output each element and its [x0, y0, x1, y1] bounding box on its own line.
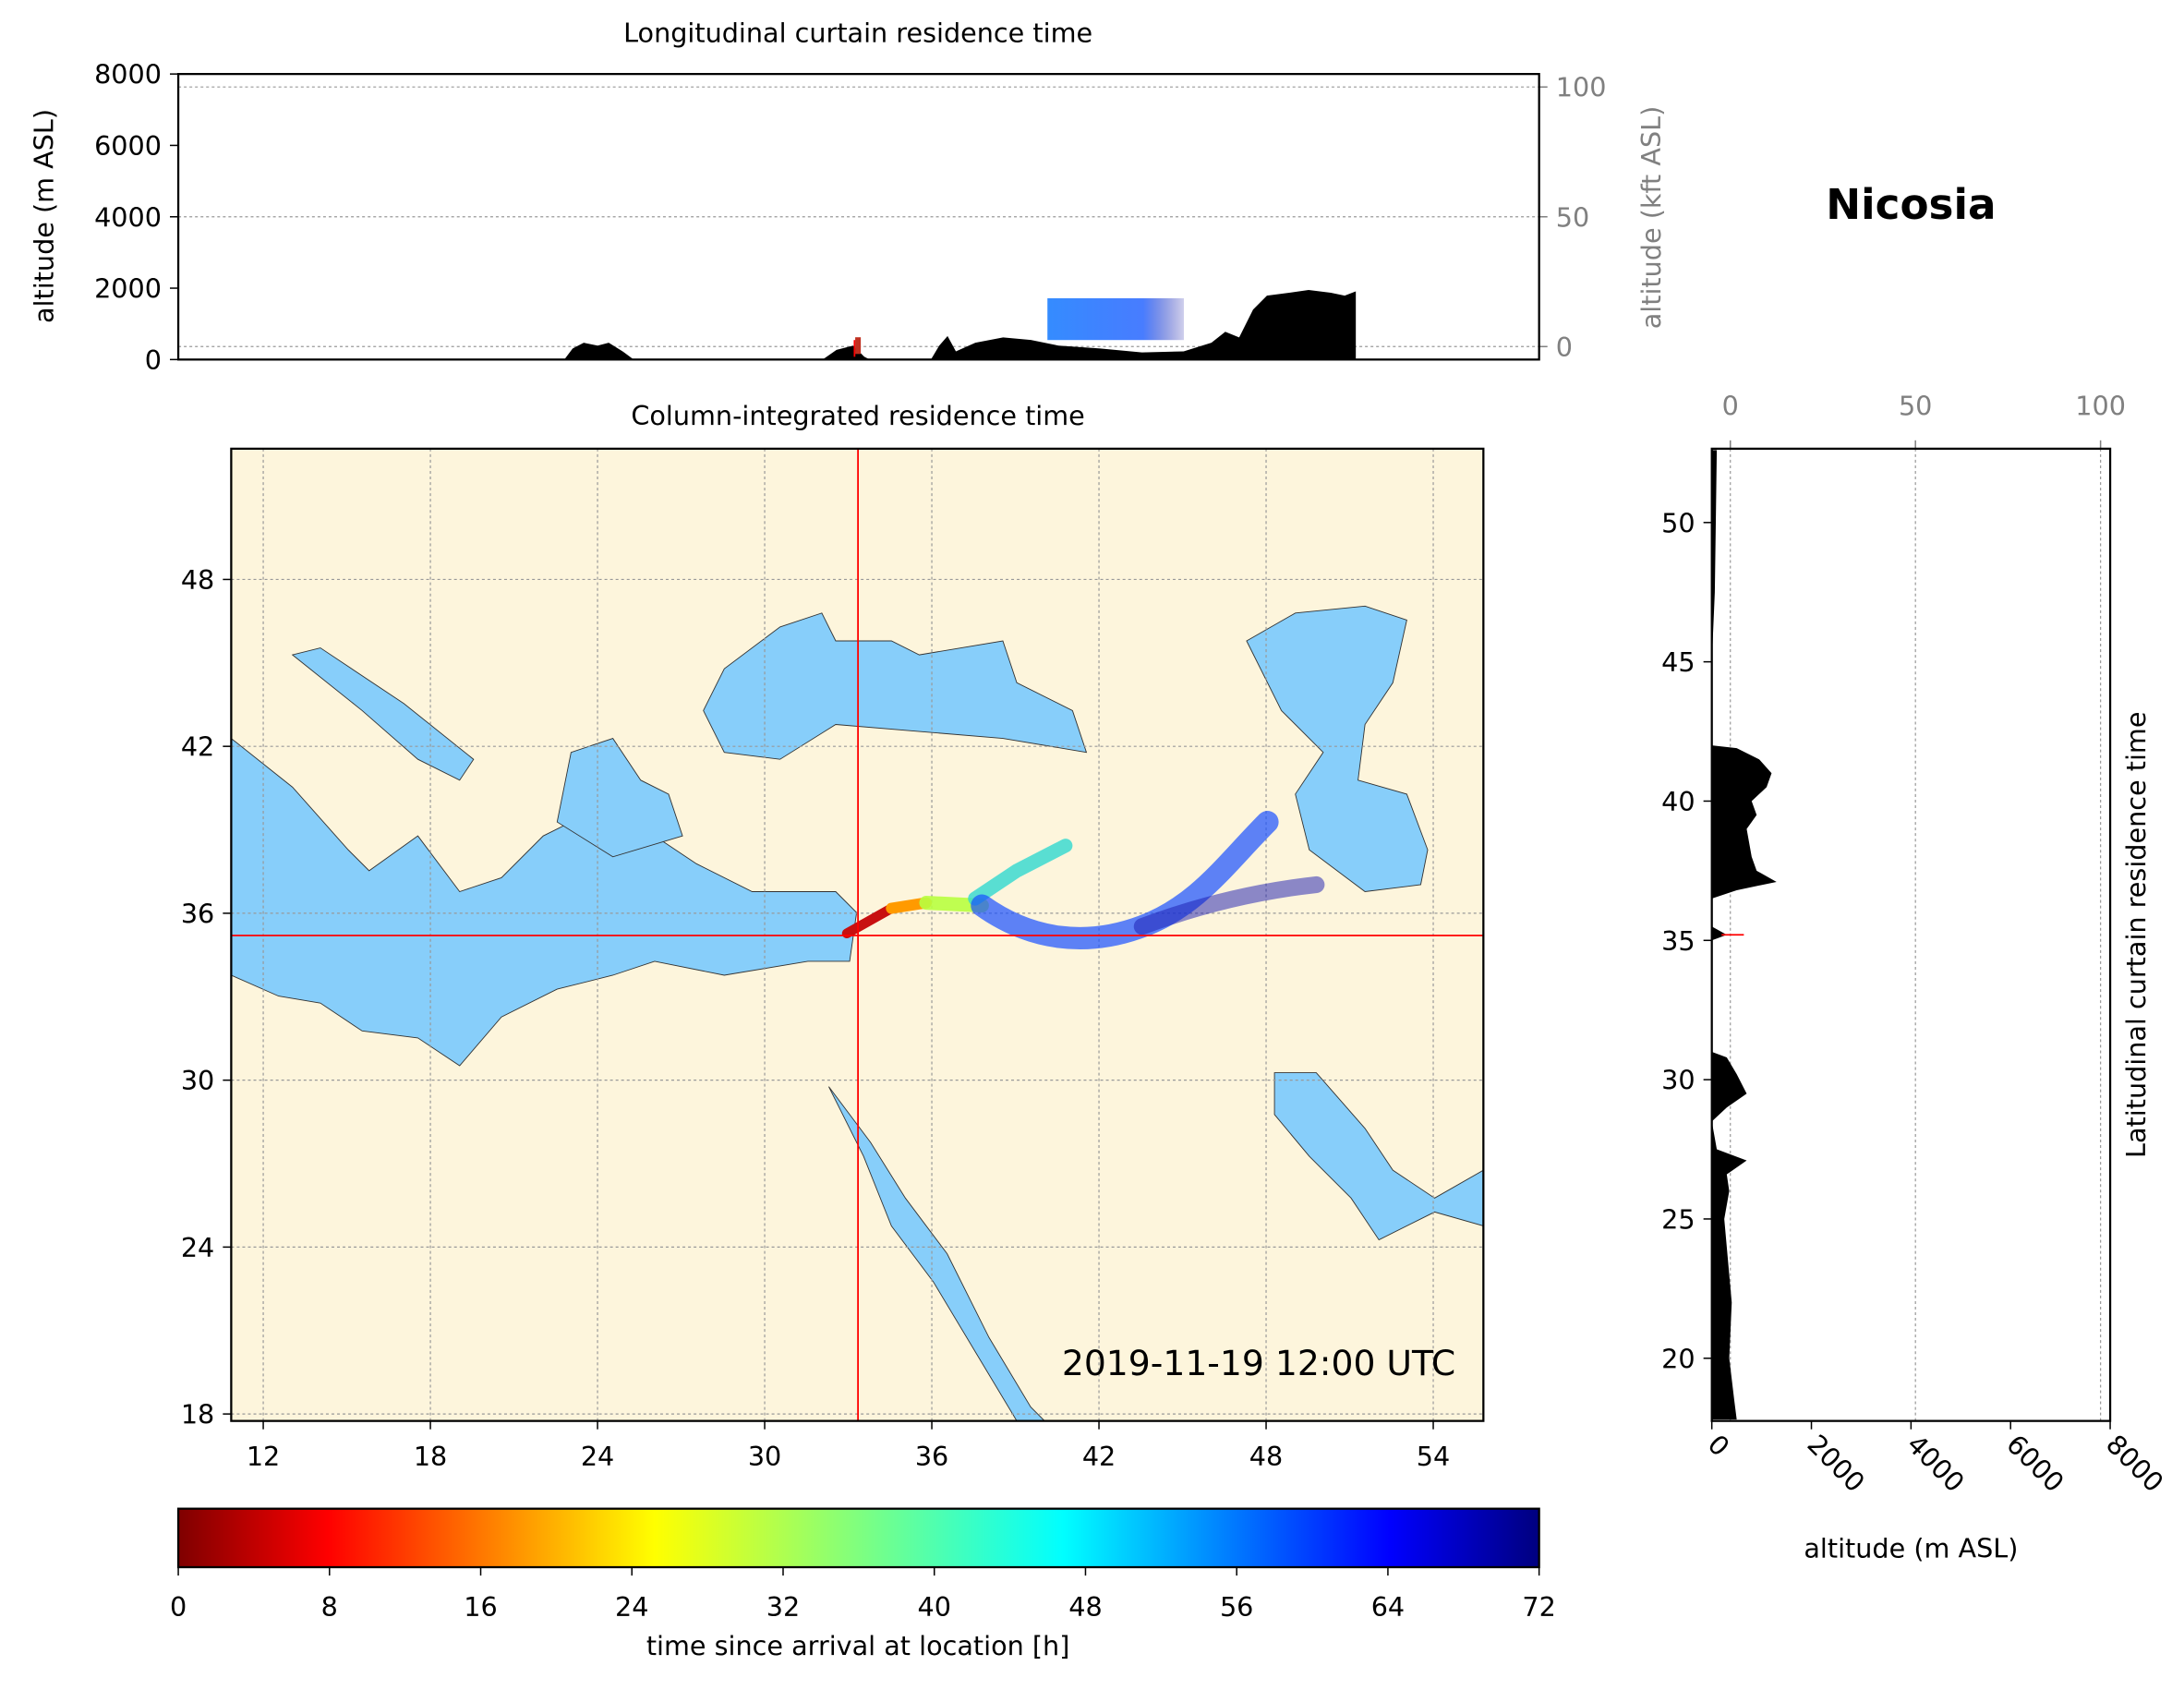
colorbar-tick-label: 0 — [170, 1591, 187, 1623]
x-tick-label: 2000 — [1802, 1429, 1872, 1499]
y2-tick-label: 50 — [1556, 201, 1589, 233]
x-tick-label: 24 — [581, 1441, 614, 1472]
y2-axis-label: altitude (kft ASL) — [1635, 106, 1667, 330]
x-tick-label: 6000 — [2000, 1429, 2070, 1499]
map-axes: 12 18 24 30 36 42 48 54 18 24 30 36 42 48 — [181, 564, 1450, 1472]
colorbar-tick-label: 8 — [321, 1591, 338, 1623]
x-tick-label: 12 — [247, 1441, 280, 1472]
axes-frame — [1710, 447, 2112, 1422]
y-tick-label: 35 — [1661, 925, 1695, 957]
terrain-area — [1711, 450, 1777, 1420]
x2-tick-label: 50 — [1899, 391, 1932, 422]
colorbar-tick-label: 32 — [766, 1591, 800, 1623]
plume-part — [1133, 875, 1325, 935]
location-title: Nicosia — [1826, 180, 1996, 229]
y-tick-label: 2000 — [94, 273, 162, 305]
timestamp: 2019-11-19 12:00 UTC — [1062, 1343, 1455, 1383]
colorbar-tick-label: 40 — [918, 1591, 951, 1623]
colorbar-tick-label: 16 — [464, 1591, 497, 1623]
map — [231, 448, 1484, 1421]
plume — [841, 811, 1325, 949]
sea — [1246, 605, 1429, 892]
y2-tick-label: 100 — [1556, 72, 1607, 103]
y-tick-label: 36 — [181, 898, 214, 929]
colorbar-label: time since arrival at location [h] — [646, 1630, 1070, 1661]
x2-tick-label: 100 — [2075, 391, 2126, 422]
crosshair — [231, 448, 1484, 1421]
y-tick-label: 4000 — [94, 201, 162, 233]
sea — [556, 738, 683, 858]
x-tick-label: 8000 — [2100, 1429, 2170, 1499]
plume-part — [968, 839, 1073, 906]
colorbar-tick-label: 56 — [1220, 1591, 1253, 1623]
y-tick-label: 24 — [181, 1232, 214, 1263]
x2-tick-label: 0 — [1722, 391, 1739, 422]
y-tick-label: 18 — [181, 1399, 214, 1430]
y-tick-label: 20 — [1661, 1343, 1695, 1374]
x-tick-label: 4000 — [1900, 1429, 1971, 1499]
y-tick-label: 30 — [1661, 1065, 1695, 1096]
plume-profile — [855, 337, 862, 355]
x-tick-label: 54 — [1417, 1441, 1450, 1472]
sea — [703, 612, 1088, 760]
plume-profile — [1047, 297, 1185, 341]
y-tick-label: 0 — [145, 344, 162, 376]
terrain-area — [564, 289, 1357, 360]
x-tick-label: 18 — [414, 1441, 447, 1472]
x-axis-label: altitude (m ASL) — [1804, 1532, 2018, 1563]
y-tick-label: 50 — [1661, 507, 1695, 538]
sea — [1273, 1072, 1484, 1241]
top-panel: 0 2000 4000 6000 8000 0 50 100 — [94, 59, 1606, 376]
x-tick-label: 36 — [915, 1441, 948, 1472]
colorbar-frame — [176, 1507, 1540, 1569]
y-tick-label: 6000 — [94, 130, 162, 162]
plume-part — [841, 903, 897, 939]
panel-title: Column-integrated residence time — [631, 400, 1084, 431]
x-tick-label: 0 — [1702, 1429, 1736, 1463]
axes-frame — [230, 447, 1485, 1422]
y-tick-label: 40 — [1661, 786, 1695, 817]
y-axis-label: altitude (m ASL) — [28, 109, 59, 323]
y-axis-label: Latitudinal curtain residence time — [2120, 712, 2152, 1158]
sea — [291, 647, 475, 781]
y-tick-label: 25 — [1661, 1204, 1695, 1236]
y-tick-label: 48 — [181, 564, 214, 596]
x-tick-label: 42 — [1082, 1441, 1116, 1472]
y-tick-label: 8000 — [94, 59, 162, 91]
x-tick-label: 30 — [748, 1441, 781, 1472]
colorbar-tick-label: 24 — [615, 1591, 648, 1623]
y-tick-label: 30 — [181, 1065, 214, 1096]
colorbar-tick-label: 72 — [1522, 1591, 1555, 1623]
panel-title: Longitudinal curtain residence time — [623, 17, 1092, 48]
axes-frame — [176, 73, 1540, 361]
sea — [828, 1086, 1045, 1421]
seas — [231, 605, 1484, 1421]
right-panel: 20 25 30 35 40 45 50 0 2000 4000 6000 8000 0 50 100 — [1661, 391, 2170, 1499]
colorbar-tick-label: 64 — [1371, 1591, 1405, 1623]
y-tick-label: 42 — [181, 731, 214, 763]
sea — [231, 738, 858, 1067]
y-tick-label: 45 — [1661, 646, 1695, 678]
colorbar-tick-label: 48 — [1068, 1591, 1102, 1623]
colorbar — [178, 1508, 1539, 1568]
y2-tick-label: 0 — [1556, 332, 1573, 363]
x-tick-label: 48 — [1249, 1441, 1283, 1472]
colorbar-axis: 0 8 16 24 32 40 48 56 64 72 — [170, 1567, 1556, 1623]
